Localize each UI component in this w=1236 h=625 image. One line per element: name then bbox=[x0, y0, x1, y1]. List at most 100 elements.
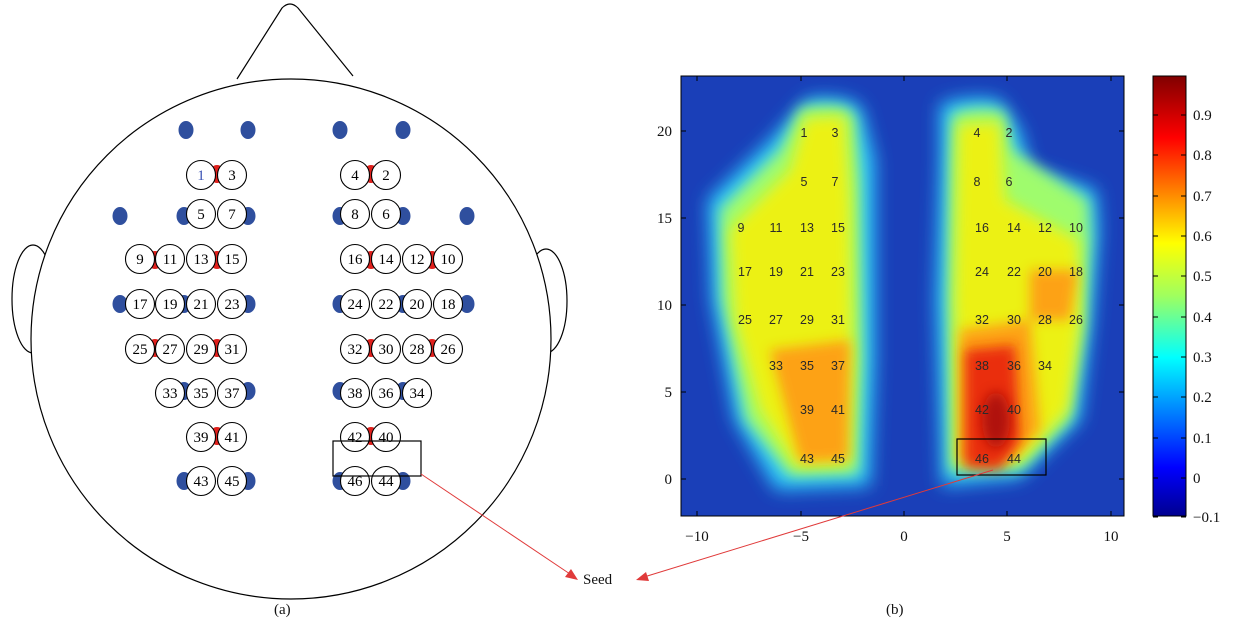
heatmap-channel-label: 39 bbox=[800, 403, 814, 417]
channel-circle bbox=[185, 333, 217, 365]
channel-label: 38 bbox=[348, 386, 363, 402]
colorbar-tick-label: 0.4 bbox=[1193, 310, 1212, 326]
channel-label: 39 bbox=[194, 430, 209, 446]
channel-circle bbox=[339, 159, 371, 191]
y-tick-label: 5 bbox=[665, 385, 673, 401]
channel-circle bbox=[216, 421, 248, 453]
channel-circle bbox=[216, 243, 248, 275]
channel-label: 30 bbox=[379, 342, 394, 358]
y-tick-label: 15 bbox=[657, 211, 672, 227]
heatmap-channel-label: 46 bbox=[975, 452, 989, 466]
seed-box-b bbox=[956, 438, 1047, 476]
channel-circle bbox=[185, 198, 217, 230]
seed-box-a bbox=[332, 440, 422, 477]
channel-label: 21 bbox=[194, 297, 209, 313]
channel-label: 1 bbox=[197, 168, 205, 184]
heatmap-channel-label: 19 bbox=[769, 265, 783, 279]
heatmap-channel-label: 12 bbox=[1038, 221, 1052, 235]
channel-circle bbox=[216, 333, 248, 365]
channel-label: 29 bbox=[194, 342, 209, 358]
channel-label: 40 bbox=[379, 430, 394, 446]
x-tick-label: −10 bbox=[685, 529, 708, 545]
channel-circle bbox=[370, 333, 402, 365]
channel-label: 36 bbox=[379, 386, 395, 402]
channel-label: 19 bbox=[163, 297, 178, 313]
channel-label: 8 bbox=[351, 207, 359, 223]
x-tick-label: −5 bbox=[793, 529, 809, 545]
channel-label: 31 bbox=[225, 342, 240, 358]
channel-label: 32 bbox=[348, 342, 363, 358]
heatmap-channel-label: 42 bbox=[975, 403, 989, 417]
heatmap-channel-label: 2 bbox=[1006, 126, 1013, 140]
channel-circle bbox=[339, 377, 371, 409]
channel-circle bbox=[432, 288, 464, 320]
x-tick-label: 0 bbox=[900, 529, 908, 545]
channel-label: 18 bbox=[441, 297, 456, 313]
heatmap-channel-label: 5 bbox=[801, 175, 808, 189]
channel-label: 25 bbox=[133, 342, 148, 358]
heatmap-channel-label: 35 bbox=[800, 359, 814, 373]
channel-circle bbox=[370, 159, 402, 191]
colorbar-tick-label: 0.1 bbox=[1193, 431, 1212, 447]
channel-circle bbox=[154, 333, 186, 365]
colorbar-tick-label: 0.6 bbox=[1193, 229, 1212, 245]
caption-b: (b) bbox=[886, 602, 904, 618]
y-tick-label: 0 bbox=[665, 472, 673, 488]
channel-label: 16 bbox=[348, 252, 364, 268]
colorbar-ticks: −0.1 0 0.1 0.2 0.3 0.4 0.5 0.6 0.7 0.8 0.9 bbox=[1153, 108, 1220, 526]
source-optode bbox=[332, 121, 348, 139]
heatmap-channel-label: 30 bbox=[1007, 313, 1021, 327]
heatmap-channel-label: 44 bbox=[1007, 452, 1021, 466]
channel-circle bbox=[216, 288, 248, 320]
heatmap-field bbox=[708, 97, 1099, 490]
heatmap-channel-label: 3 bbox=[832, 126, 839, 140]
channel-label: 33 bbox=[163, 386, 178, 402]
heatmap-channel-label: 18 bbox=[1069, 265, 1083, 279]
channel-circle bbox=[185, 377, 217, 409]
arrowhead-right bbox=[636, 572, 649, 581]
channel-circle bbox=[401, 243, 433, 275]
heatmap-channel-label: 43 bbox=[800, 452, 814, 466]
heatmap-channel-label: 13 bbox=[800, 221, 814, 235]
colorbar-tick-label: 0.7 bbox=[1193, 189, 1212, 205]
heatmap-channel-label: 6 bbox=[1006, 175, 1013, 189]
channel-label: 41 bbox=[225, 430, 240, 446]
colorbar-tick-label: 0 bbox=[1193, 471, 1201, 487]
y-tick-label: 20 bbox=[657, 124, 672, 140]
plot-frame bbox=[680, 75, 1125, 517]
channel-label: 45 bbox=[225, 474, 240, 490]
heatmap-channel-label: 45 bbox=[831, 452, 845, 466]
channel-circle bbox=[432, 243, 464, 275]
channel-circle bbox=[401, 377, 433, 409]
x-tick-label: 10 bbox=[1104, 529, 1119, 545]
seed-arrows: Seed bbox=[420, 469, 994, 588]
heatmap-channel-label: 14 bbox=[1007, 221, 1021, 235]
channel-circle bbox=[216, 159, 248, 191]
colorbar-tick-label: 0.8 bbox=[1193, 148, 1212, 164]
heatmap-channel-label: 23 bbox=[831, 265, 845, 279]
heatmap-channel-label: 20 bbox=[1038, 265, 1052, 279]
channel-label: 28 bbox=[410, 342, 425, 358]
channel-circle bbox=[185, 243, 217, 275]
channel-label: 3 bbox=[228, 168, 236, 184]
heatmap-channel-label: 16 bbox=[975, 221, 989, 235]
arrowhead-left bbox=[565, 569, 578, 580]
heatmap-channel-label: 21 bbox=[800, 265, 814, 279]
channel-circle bbox=[185, 465, 217, 497]
channel-circle bbox=[401, 333, 433, 365]
channel-circle bbox=[339, 243, 371, 275]
channel-circle bbox=[370, 465, 402, 497]
channel-label: 42 bbox=[348, 430, 363, 446]
heatmap-channel-label: 22 bbox=[1007, 265, 1021, 279]
channel-circle bbox=[370, 288, 402, 320]
colorbar-tick-label: 0.2 bbox=[1193, 390, 1212, 406]
channel-circle bbox=[185, 421, 217, 453]
channel-label: 35 bbox=[194, 386, 209, 402]
channel-label: 15 bbox=[225, 252, 240, 268]
channel-label: 13 bbox=[194, 252, 209, 268]
heatmap-channel-label: 32 bbox=[975, 313, 989, 327]
channel-label: 43 bbox=[194, 474, 209, 490]
